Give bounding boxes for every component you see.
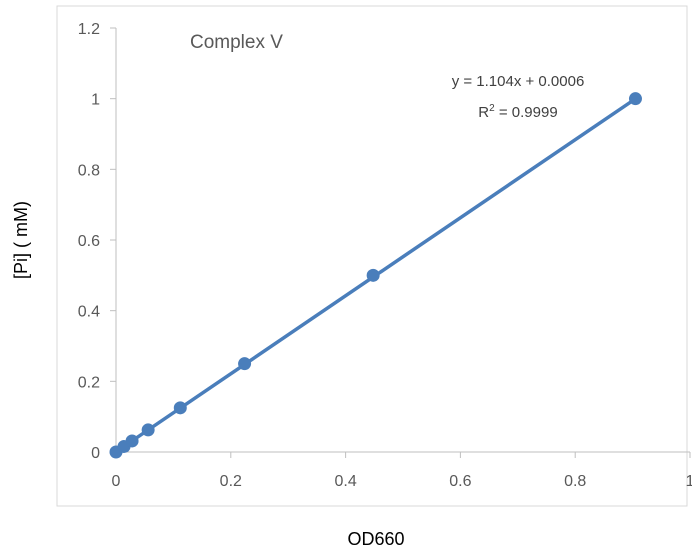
data-point: [238, 357, 252, 371]
y-axis-title: [Pi] ( mM): [11, 201, 31, 279]
data-point: [173, 401, 187, 415]
y-tick-label: 1: [91, 92, 100, 109]
x-tick-label: 0.8: [564, 473, 586, 490]
x-tick-label: 1: [686, 473, 692, 490]
x-tick-label: 0.6: [449, 473, 471, 490]
y-tick-label: 0: [91, 445, 100, 462]
y-tick-label: 0.2: [78, 374, 100, 391]
data-point: [141, 423, 155, 437]
chart-frame: [56, 5, 688, 507]
y-tick-label: 0.8: [78, 162, 100, 179]
data-point: [366, 268, 380, 282]
tick-labels: 0 0.2 0.4 0.6 0.8 1 1.2 0 0.2 0.4 0.6 0.8 1: [78, 21, 692, 490]
y-tick-label: 1.2: [78, 21, 100, 38]
r-squared-value: = 0.9999: [495, 104, 558, 121]
y-tick-label: 0.4: [78, 304, 100, 321]
r-squared-prefix: R: [478, 104, 489, 121]
r-squared-superscript: 2: [489, 103, 495, 114]
x-axis-title: OD660: [347, 529, 404, 549]
chart-title: Complex V: [190, 32, 283, 53]
data-points: [109, 92, 642, 459]
x-tick-label: 0: [112, 473, 121, 490]
x-tick-label: 0.2: [220, 473, 242, 490]
y-tick-label: 0.6: [78, 233, 100, 250]
r-squared-label: R2 = 0.9999: [478, 103, 557, 121]
x-tick-label: 0.4: [334, 473, 356, 490]
trendline-equation: y = 1.104x + 0.0006: [452, 73, 585, 90]
data-point: [628, 92, 642, 106]
data-point: [125, 434, 139, 448]
